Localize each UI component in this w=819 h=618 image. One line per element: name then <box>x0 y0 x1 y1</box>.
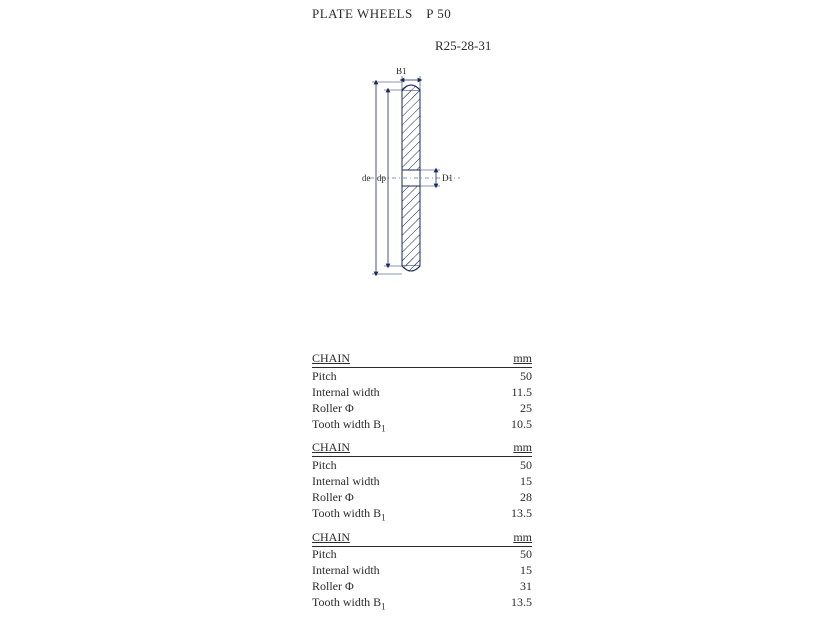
label-d1: D1 <box>442 173 453 183</box>
row-value: 50 <box>492 547 532 562</box>
row-label: Internal width <box>312 474 380 489</box>
row-label-subscript: 1 <box>381 512 386 522</box>
table-header-left: CHAIN <box>312 530 350 545</box>
table-row: Pitch 50 <box>312 368 532 384</box>
plate-wheel-diagram: B1 de dp D1 <box>340 68 500 288</box>
row-label: Roller Φ <box>312 490 354 505</box>
row-value: 15 <box>492 563 532 578</box>
table-header: CHAIN mm <box>312 350 532 368</box>
table-header: CHAIN mm <box>312 439 532 457</box>
row-label: Internal width <box>312 385 380 400</box>
row-label: Pitch <box>312 547 337 562</box>
row-value: 11.5 <box>492 385 532 400</box>
table-row: Tooth width B1 13.5 <box>312 595 532 612</box>
row-label: Tooth width B1 <box>312 417 386 433</box>
row-label: Roller Φ <box>312 579 354 594</box>
spec-tables: CHAINmmPitch50Internal width11.5Roller Φ… <box>312 350 532 618</box>
row-value: 50 <box>492 458 532 473</box>
row-label-subscript: 1 <box>381 602 386 612</box>
table-row: Pitch 50 <box>312 457 532 473</box>
label-de: de <box>362 173 371 183</box>
table-header-right: mm <box>513 351 532 366</box>
page: PLATE WHEELS P 50 R25-28-31 <box>0 0 819 594</box>
table-row: Pitch 50 <box>312 547 532 563</box>
table-header-left: CHAIN <box>312 351 350 366</box>
table-row: Internal width 15 <box>312 473 532 489</box>
table-row: Tooth width B1 13.5 <box>312 505 532 522</box>
row-value: 13.5 <box>492 595 532 611</box>
row-value: 15 <box>492 474 532 489</box>
row-label: Internal width <box>312 563 380 578</box>
table-row: Internal width 15 <box>312 563 532 579</box>
label-b1: B1 <box>396 68 407 76</box>
label-dp: dp <box>377 173 387 183</box>
spec-table: CHAINmmPitch50Internal width11.5Roller Φ… <box>312 350 532 433</box>
row-value: 31 <box>492 579 532 594</box>
table-header-left: CHAIN <box>312 440 350 455</box>
page-subtitle: R25-28-31 <box>435 38 491 54</box>
spec-table: CHAIN mm Pitch 50 Internal width 15 Roller Φ 28… <box>312 439 532 522</box>
row-value: 50 <box>492 369 532 384</box>
row-label: Pitch <box>312 458 337 473</box>
row-value: 25 <box>492 401 532 416</box>
row-label: Roller Φ <box>312 401 354 416</box>
row-value: 10.5 <box>492 417 532 433</box>
table-row: Roller Φ 28 <box>312 489 532 505</box>
table-header: CHAIN mm <box>312 529 532 547</box>
table-row: Roller Φ 31 <box>312 579 532 595</box>
spec-table: CHAIN mm Pitch 50 Internal width 15 Roller Φ 31… <box>312 529 532 612</box>
table-header-right: mm <box>513 440 532 455</box>
table-row: Roller Φ 25 <box>312 400 532 416</box>
row-label: Tooth width B1 <box>312 595 386 611</box>
table-header-right: mm <box>513 530 532 545</box>
row-label-subscript: 1 <box>381 423 386 433</box>
table-row: Tooth width B1 10.5 <box>312 416 532 433</box>
row-label: Tooth width B1 <box>312 506 386 522</box>
row-label: Pitch <box>312 369 337 384</box>
page-title: PLATE WHEELS P 50 <box>312 6 451 22</box>
table-row: Internal width 11.5 <box>312 384 532 400</box>
row-value: 28 <box>492 490 532 505</box>
row-value: 13.5 <box>492 506 532 522</box>
